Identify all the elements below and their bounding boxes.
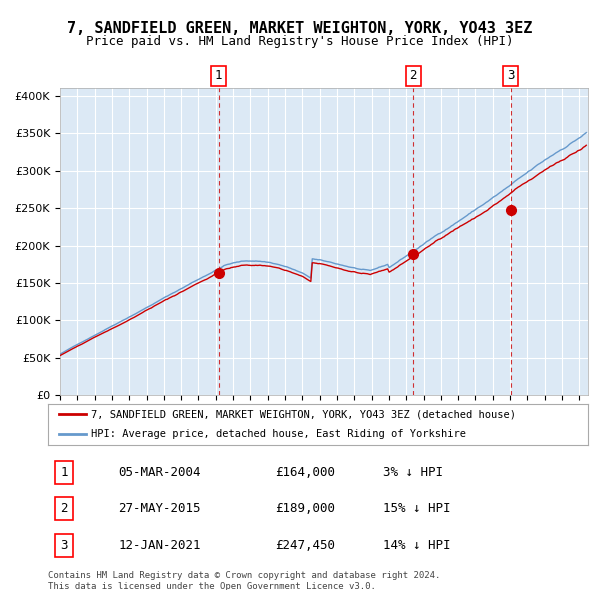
Text: 2: 2 [410,70,417,83]
Text: 1: 1 [61,466,68,478]
Text: 3% ↓ HPI: 3% ↓ HPI [383,466,443,478]
Text: HPI: Average price, detached house, East Riding of Yorkshire: HPI: Average price, detached house, East… [91,429,466,439]
Text: 15% ↓ HPI: 15% ↓ HPI [383,502,450,516]
Text: £164,000: £164,000 [275,466,335,478]
Text: 3: 3 [507,70,514,83]
Text: Price paid vs. HM Land Registry's House Price Index (HPI): Price paid vs. HM Land Registry's House … [86,35,514,48]
Text: 7, SANDFIELD GREEN, MARKET WEIGHTON, YORK, YO43 3EZ: 7, SANDFIELD GREEN, MARKET WEIGHTON, YOR… [67,21,533,35]
Text: £247,450: £247,450 [275,539,335,552]
Text: 3: 3 [61,539,68,552]
Text: 1: 1 [215,70,223,83]
Text: £189,000: £189,000 [275,502,335,516]
Text: Contains HM Land Registry data © Crown copyright and database right 2024.
This d: Contains HM Land Registry data © Crown c… [48,571,440,590]
Text: 14% ↓ HPI: 14% ↓ HPI [383,539,450,552]
Text: 12-JAN-2021: 12-JAN-2021 [118,539,200,552]
Text: 7, SANDFIELD GREEN, MARKET WEIGHTON, YORK, YO43 3EZ (detached house): 7, SANDFIELD GREEN, MARKET WEIGHTON, YOR… [91,409,516,419]
Text: 2: 2 [61,502,68,516]
Text: 27-MAY-2015: 27-MAY-2015 [118,502,200,516]
Text: 05-MAR-2004: 05-MAR-2004 [118,466,200,478]
